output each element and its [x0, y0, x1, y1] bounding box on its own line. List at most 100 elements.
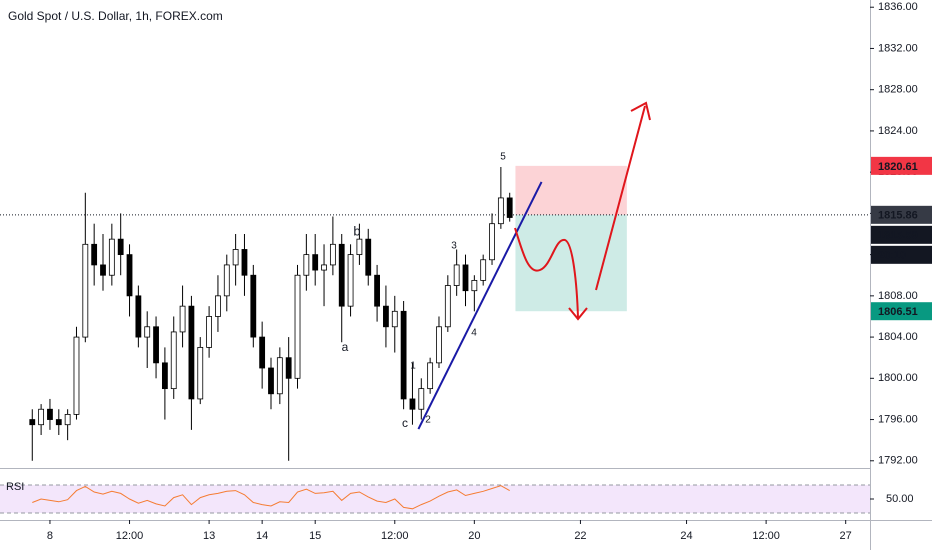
candle-body — [223, 264, 230, 297]
candle-body — [188, 305, 195, 400]
candle-body — [480, 259, 487, 281]
candle-body — [321, 264, 327, 271]
wave-label: c — [402, 416, 408, 430]
price-tag — [871, 302, 932, 321]
candle-body — [179, 305, 186, 333]
candle-body — [409, 398, 416, 410]
x-tick-label: 13 — [203, 530, 215, 542]
candle-body — [285, 357, 292, 379]
x-tick-label: 12:00 — [752, 530, 780, 542]
x-tick-label: 27 — [840, 530, 852, 542]
candle-body — [206, 316, 213, 348]
target-zone — [515, 214, 627, 312]
candle-body — [153, 326, 159, 364]
x-tick-label: 20 — [468, 530, 480, 542]
x-tick-label: 12:00 — [116, 530, 144, 542]
price-tag — [871, 225, 932, 244]
candle-body — [82, 243, 89, 338]
candle-body — [215, 295, 221, 317]
y-tick-label: 1808.00 — [878, 290, 918, 302]
y-tick-label: 1832.00 — [878, 42, 918, 54]
x-tick-label: 22 — [574, 530, 586, 542]
y-tick-label: 1792.00 — [878, 455, 918, 467]
y-tick-label: 1796.00 — [878, 413, 918, 425]
rsi-band — [0, 485, 870, 513]
candle-body — [347, 254, 354, 307]
wave-label: 3 — [451, 241, 457, 252]
candle-body — [91, 243, 98, 266]
candle-body — [294, 274, 301, 379]
candle-body — [374, 274, 380, 307]
y-tick-label: 1804.00 — [878, 331, 918, 343]
price-tag-label: 1806.51 — [878, 306, 918, 318]
candle-body — [126, 254, 133, 297]
candle-body — [436, 326, 442, 364]
candle-body — [29, 419, 36, 426]
price-tag — [871, 205, 932, 224]
candle-body — [471, 279, 478, 292]
candle-body — [444, 285, 451, 328]
y-tick-label: 1828.00 — [878, 84, 918, 96]
candle-body — [250, 274, 257, 338]
projection-arrowhead — [630, 101, 651, 121]
wave-label: 5 — [500, 152, 506, 163]
candle-body — [135, 295, 142, 338]
candle-body — [356, 238, 363, 256]
candle-body — [232, 249, 239, 266]
candle-body — [259, 336, 266, 369]
trendline — [417, 181, 543, 430]
candle-body — [170, 331, 177, 390]
candle-body — [55, 419, 62, 426]
layers — [0, 165, 870, 514]
candle-body — [276, 357, 283, 395]
candle-body — [489, 223, 495, 261]
candle-body — [268, 367, 274, 395]
countdown-tag-label: 20:10 — [878, 250, 906, 262]
candle-body — [338, 243, 345, 307]
price-tag-label: 1820.61 — [878, 161, 918, 173]
x-tick-label: 15 — [309, 530, 321, 542]
candle-body — [418, 388, 425, 410]
rsi-tick-label: 50.00 — [886, 493, 914, 505]
candle-body — [38, 408, 45, 426]
candle-body — [108, 238, 115, 276]
candle-body — [117, 238, 124, 256]
candle-body — [312, 254, 319, 271]
y-tick-label: 1836.00 — [878, 1, 918, 13]
y-tick-label: 1800.00 — [878, 372, 918, 384]
candle-body — [73, 336, 80, 415]
candle-body — [241, 249, 248, 276]
rsi-line — [32, 485, 510, 510]
candle-body — [64, 413, 71, 426]
projection-path — [595, 105, 646, 291]
wave-label: 1 — [410, 361, 416, 372]
candle-body — [197, 346, 204, 400]
countdown-tag — [871, 245, 932, 264]
rsi-label: RSI — [6, 481, 24, 493]
candle-body — [47, 408, 53, 420]
stop-zone — [515, 165, 627, 215]
candle-body — [427, 362, 434, 390]
y-tick-label: 1824.00 — [878, 125, 918, 137]
candle-body — [453, 264, 460, 286]
candle-body — [462, 264, 469, 292]
candle-body — [400, 310, 407, 400]
candle-body — [497, 197, 504, 225]
x-tick-label: 24 — [680, 530, 692, 542]
candle-body — [383, 305, 389, 328]
candle-body — [506, 197, 513, 218]
candle-body — [365, 238, 372, 276]
price-tag — [871, 156, 932, 175]
wave-label: 2 — [425, 415, 431, 426]
x-tick-label: 8 — [47, 530, 53, 542]
wave-label: 4 — [471, 328, 477, 339]
x-tick-label: 12:00 — [381, 530, 409, 542]
candle-body — [329, 243, 336, 266]
wave-label: a — [342, 340, 349, 354]
candle-body — [391, 310, 398, 328]
chart-title: Gold Spot / U.S. Dollar, 1h, FOREX.com — [8, 9, 223, 23]
candle-body — [100, 264, 106, 276]
projection-arrowhead — [568, 307, 588, 321]
wave-label: b — [353, 223, 360, 238]
